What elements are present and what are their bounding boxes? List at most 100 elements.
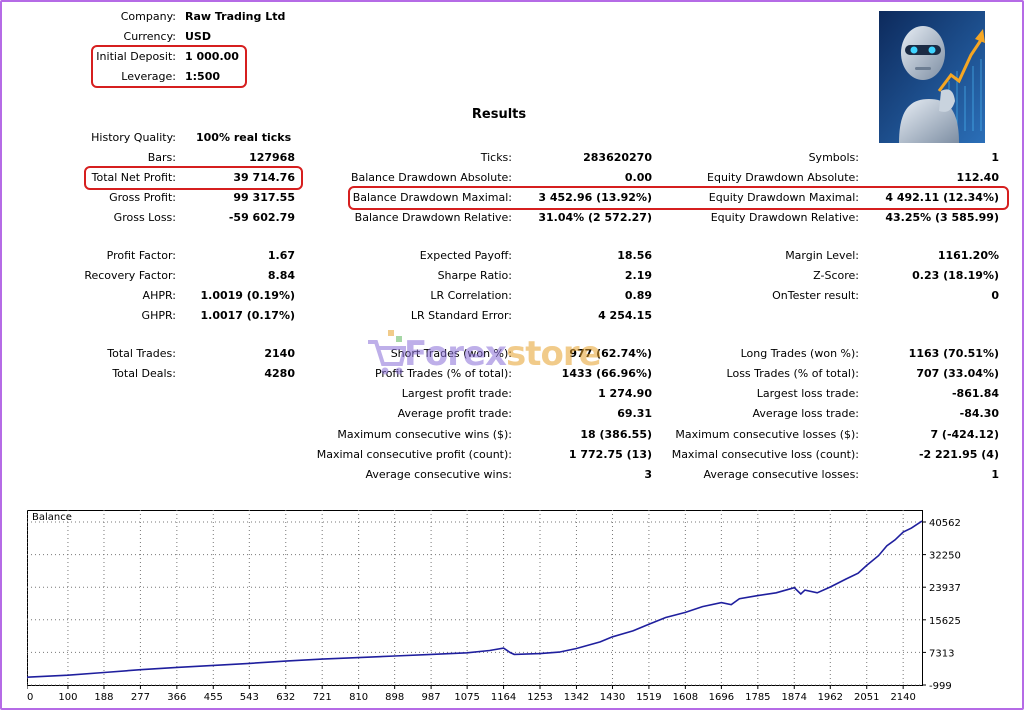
gross-profit-label: Gross Profit: [109,191,176,204]
equity-dd-abs-label: Equity Drawdown Absolute: [707,171,859,184]
max-consec-losses-value: 7 (-424.12) [930,428,999,441]
average-profit-label: Average profit trade: [397,407,512,420]
chart-x-tick-label: 721 [313,692,332,703]
average-profit-value: 69.31 [617,407,652,420]
ontester-value: 0 [991,289,999,302]
chart-x-tick-label: 632 [276,692,295,703]
balance-dd-rel-label: Balance Drawdown Relative: [354,211,512,224]
total-trades-label: Total Trades: [107,347,176,360]
company-value: Raw Trading Ltd [185,10,286,23]
chart-x-tick-label: 1962 [818,692,843,703]
largest-loss-label: Largest loss trade: [756,387,859,400]
history-quality-value: 100% real ticks [196,131,292,144]
chart-series-balance [27,520,923,678]
gross-loss-label: Gross Loss: [113,211,176,224]
max-consec-wins-label: Maximum consecutive wins ($): [337,428,512,441]
equity-dd-rel-value: 43.25% (3 585.99) [885,211,999,224]
chart-x-tick-label: 366 [167,692,186,703]
chart-x-tick-label: 1608 [673,692,698,703]
maximal-consec-profit-value: 1 772.75 (13) [568,448,652,461]
avg-consec-wins-value: 3 [644,468,652,481]
recovery-factor-label: Recovery Factor: [84,269,176,282]
chart-x-tick-label: 2140 [890,692,915,703]
chart-y-tick-label: 7313 [929,648,954,659]
short-trades-label: Short Trades (won %): [390,347,512,360]
chart-x-tick-label: 1342 [564,692,589,703]
balance-dd-abs-value: 0.00 [624,171,652,184]
ticks-value: 283620270 [583,151,652,164]
total-deals-value: 4280 [264,367,295,380]
chart-x-tick-label: 1164 [491,692,516,703]
currency-label: Currency: [123,30,176,43]
largest-profit-value: 1 274.90 [598,387,652,400]
balance-dd-rel-value: 31.04% (2 572.27) [538,211,652,224]
chart-x-tick-label: 2051 [854,692,879,703]
symbols-value: 1 [991,151,999,164]
long-trades-label: Long Trades (won %): [740,347,859,360]
profit-trades-value: 1433 (66.96%) [561,367,652,380]
equity-dd-rel-label: Equity Drawdown Relative: [710,211,859,224]
total-deals-label: Total Deals: [112,367,176,380]
chart-x-tick-label: 987 [422,692,441,703]
margin-level-label: Margin Level: [785,249,859,262]
deposit-highlight [91,45,247,88]
chart-x-tick-label: 455 [204,692,223,703]
bars-label: Bars: [147,151,176,164]
ghpr-value: 1.0017 (0.17%) [200,309,296,322]
long-trades-value: 1163 (70.51%) [908,347,999,360]
chart-x-tick-label: 1519 [636,692,661,703]
robot-avatar [879,11,985,143]
profit-trades-label: Profit Trades (% of total): [374,367,512,380]
avg-consec-losses-value: 1 [991,468,999,481]
total-trades-value: 2140 [264,347,295,360]
recovery-factor-value: 8.84 [267,269,295,282]
chart-plot-area [27,510,923,686]
profit-factor-value: 1.67 [267,249,295,262]
ticks-label: Ticks: [480,151,512,164]
company-label: Company: [120,10,176,23]
symbols-label: Symbols: [808,151,859,164]
ahpr-value: 1.0019 (0.19%) [200,289,296,302]
profit-factor-label: Profit Factor: [106,249,176,262]
ahpr-label: AHPR: [142,289,176,302]
chart-x-tick-label: 1785 [745,692,770,703]
chart-y-tick-label: 23937 [929,583,961,594]
balance-dd-max-value: 3 452.96 (13.92%) [538,191,652,204]
forexstore-watermark: Forexstore [366,328,666,388]
average-loss-value: -84.30 [959,407,999,420]
balance-dd-max-label: Balance Drawdown Maximal: [352,191,512,204]
chart-x-tick-label: 0 [27,692,33,703]
chart-x-tick-label: 898 [385,692,404,703]
leverage-label: Leverage: [121,70,176,83]
chart-y-tick-label: -999 [929,681,952,692]
chart-x-tick-label: 1874 [782,692,807,703]
chart-x-tick-label: 810 [349,692,368,703]
sharpe-ratio-label: Sharpe Ratio: [437,269,512,282]
lr-std-error-value: 4 254.15 [598,309,652,322]
ontester-label: OnTester result: [772,289,859,302]
lr-std-error-label: LR Standard Error: [410,309,512,322]
z-score-value: 0.23 (18.19%) [912,269,999,282]
chart-x-tick-label: 100 [58,692,77,703]
maximal-consec-loss-label: Maximal consecutive loss (count): [671,448,859,461]
initial-deposit-value: 1 000.00 [185,50,239,63]
currency-value: USD [185,30,211,43]
max-consec-wins-value: 18 (386.55) [580,428,652,441]
chart-x-tick-label: 277 [131,692,150,703]
balance-chart: 40562 32250 23937 15625 7313 -999 0 100 188 277 36… [27,510,961,703]
sharpe-ratio-value: 2.19 [624,269,652,282]
chart-title: Balance [32,512,72,523]
chart-x-tick-label: 188 [94,692,113,703]
total-net-profit-label: Total Net Profit: [91,171,176,184]
chart-x-tick-label: 1075 [454,692,479,703]
chart-y-tick-label: 15625 [929,616,961,627]
chart-x-tick-label: 1253 [527,692,552,703]
expected-payoff-value: 18.56 [617,249,652,262]
average-loss-label: Average loss trade: [752,407,859,420]
chart-y-tick-label: 32250 [929,551,961,562]
equity-dd-max-label: Equity Drawdown Maximal: [708,191,859,204]
avg-consec-wins-label: Average consecutive wins: [365,468,512,481]
results-title: Results [471,107,527,122]
gross-profit-value: 99 317.55 [233,191,295,204]
